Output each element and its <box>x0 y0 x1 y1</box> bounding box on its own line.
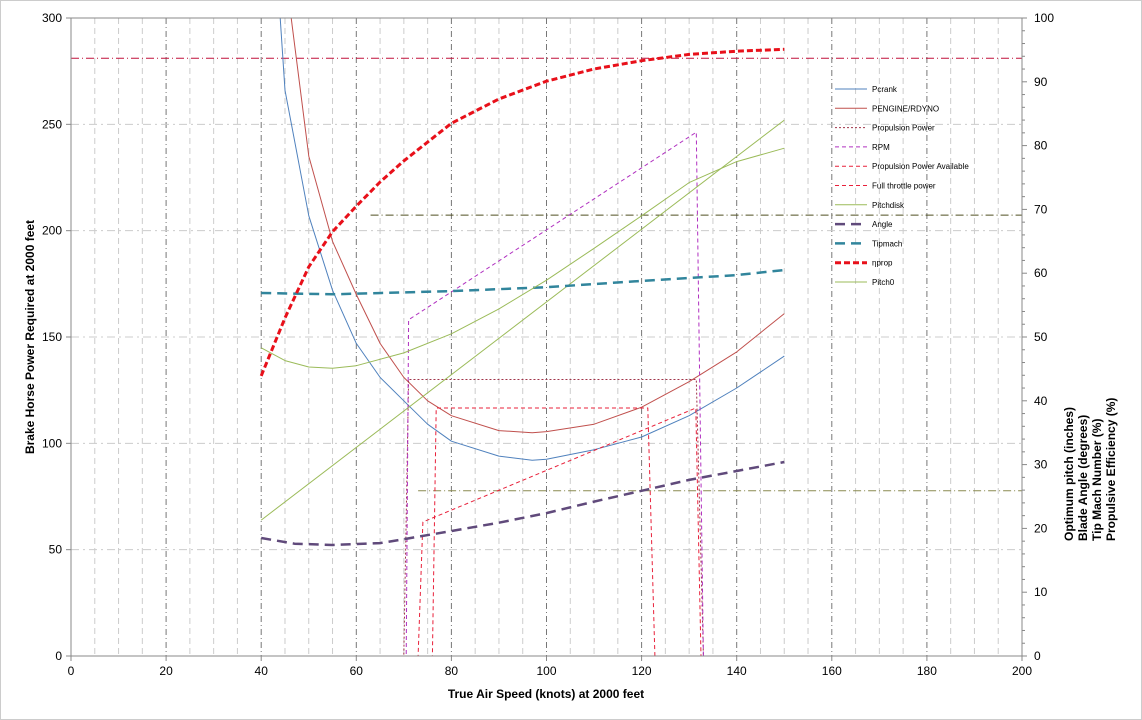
y2-axis-label-2: Blade Angle (degrees) <box>1076 415 1090 541</box>
legend-label: ηprop <box>872 259 893 268</box>
x-tick-label: 20 <box>159 664 173 678</box>
series-lines <box>259 18 785 656</box>
y2-tick-label: 50 <box>1034 330 1048 344</box>
grid <box>71 18 1022 656</box>
x-axis-label: True Air Speed (knots) at 2000 feet <box>448 687 644 701</box>
x-tick-label: 40 <box>255 664 269 678</box>
y2-tick-label: 60 <box>1034 266 1048 280</box>
x-tick-label: 120 <box>632 664 652 678</box>
legend-label: Pitchdisk <box>872 201 905 210</box>
y-tick-label: 50 <box>49 543 63 557</box>
x-tick-label: 200 <box>1012 664 1032 678</box>
y-tick-label: 100 <box>42 436 62 450</box>
y2-tick-label: 0 <box>1034 649 1041 663</box>
axes: 0 20 40 60 80 100 120 140 160 180 2000501001502002… <box>42 11 1054 678</box>
y2-axis-label-3: Tip Mach Number (%) <box>1090 419 1104 541</box>
y2-tick-label: 40 <box>1034 394 1048 408</box>
series-line-angle <box>260 460 785 547</box>
y2-tick-label: 10 <box>1034 585 1048 599</box>
y2-tick-label: 100 <box>1034 11 1054 25</box>
y2-tick-label: 90 <box>1034 75 1048 89</box>
series-line-tipmach <box>261 268 785 296</box>
legend-label: PENGINE/RDYNO <box>872 104 939 113</box>
y2-tick-label: 70 <box>1034 202 1048 216</box>
series-line-pengine-rdyno <box>290 18 785 434</box>
reference-lines <box>71 57 1022 492</box>
legend-label: Angle <box>872 220 893 229</box>
legend-label: Propulsion Power <box>872 124 935 133</box>
y2-axis-label-1: Optimum pitch (inches) <box>1062 407 1076 541</box>
legend-label: Pitch0 <box>872 278 895 287</box>
y-tick-label: 300 <box>42 11 62 25</box>
y2-tick-label: 30 <box>1034 458 1048 472</box>
x-tick-label: 140 <box>727 664 747 678</box>
legend: Pcrank PENGINE/RDYNO Propulsion Power RPM Pr… <box>835 85 969 287</box>
x-tick-label: 80 <box>445 664 459 678</box>
legend-label: RPM <box>872 143 890 152</box>
y-tick-label: 250 <box>42 117 62 131</box>
x-tick-label: 0 <box>68 664 75 678</box>
x-tick-label: 160 <box>822 664 842 678</box>
series-line-pitch0 <box>260 147 785 369</box>
x-tick-label: 100 <box>536 664 556 678</box>
legend-label: Tipmach <box>872 239 902 248</box>
y-axis-label: Brake Horse Power Required at 2000 feet <box>23 220 37 454</box>
y-tick-label: 150 <box>42 330 62 344</box>
y2-tick-label: 20 <box>1034 521 1048 535</box>
series-line-propulsion-power-available <box>261 407 785 656</box>
legend-label: Pcrank <box>872 85 898 94</box>
y2-tick-label: 80 <box>1034 139 1048 153</box>
y2-axis-label-4: Propulsive Efficiency (%) <box>1104 398 1118 541</box>
y-tick-label: 200 <box>42 224 62 238</box>
y-tick-label: 0 <box>55 649 62 663</box>
series-line-rpm <box>261 131 785 656</box>
series-line-pitchdisk <box>260 119 785 521</box>
x-tick-label: 180 <box>917 664 937 678</box>
legend-label: Full throttle power <box>872 182 936 191</box>
series-line-pcrank <box>279 18 785 461</box>
x-tick-label: 60 <box>350 664 364 678</box>
legend-label: Propulsion Power Available <box>872 162 969 171</box>
